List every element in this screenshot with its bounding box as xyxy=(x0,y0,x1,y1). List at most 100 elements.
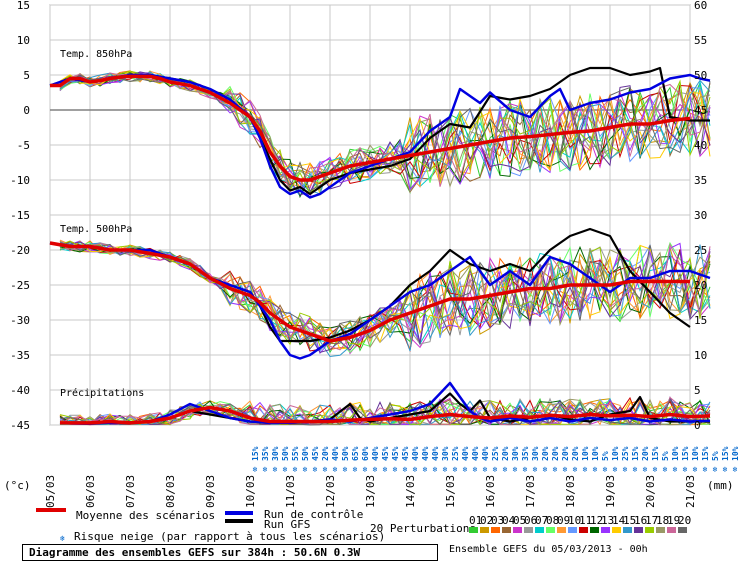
right-tick-label: 40 xyxy=(694,139,707,152)
perturb-id-label: 19 xyxy=(667,514,680,527)
snowflake-icon: ❄ xyxy=(493,465,498,474)
snowflake-icon: ❄ xyxy=(713,465,718,474)
snow-risk-value: 20% xyxy=(641,446,650,461)
perturb-swatch xyxy=(601,527,610,533)
right-tick-label: 15 xyxy=(694,314,707,327)
left-tick-label: -30 xyxy=(10,314,30,327)
snowflake-icon: ❄ xyxy=(653,465,658,474)
x-tick-label: 19/03 xyxy=(604,475,617,508)
snow-risk-value: 10% xyxy=(591,446,600,461)
snow-risk-value: 5% xyxy=(601,451,610,461)
perturb-id-label: 07 xyxy=(535,514,548,527)
snowflake-icon: ❄ xyxy=(643,465,648,474)
legend-gfs-label: Run GFS xyxy=(264,518,310,531)
snowflake-icon: ❄ xyxy=(683,465,688,474)
perturb-swatch xyxy=(667,527,676,533)
perturb-id-label: 11 xyxy=(579,514,592,527)
snowflake-icon: ❄ xyxy=(333,465,338,474)
right-tick-label: 45 xyxy=(694,104,707,117)
x-tick-label: 11/03 xyxy=(284,475,297,508)
perturb-swatch xyxy=(568,527,577,533)
snow-risk-value: 25% xyxy=(451,446,460,461)
legend-snow-label: Risque neige (par rapport à tous les scé… xyxy=(74,530,385,543)
perturb-swatch xyxy=(579,527,588,533)
perturb-id-label: 15 xyxy=(623,514,636,527)
snowflake-icon: ❄ xyxy=(723,465,728,474)
right-tick-label: 60 xyxy=(694,0,707,12)
left-tick-label: -20 xyxy=(10,244,30,257)
x-tick-label: 08/03 xyxy=(164,475,177,508)
x-tick-label: 12/03 xyxy=(324,475,337,508)
snow-risk-value: 60% xyxy=(361,446,370,461)
perturb-id-label: 16 xyxy=(634,514,647,527)
snow-risk-value: 20% xyxy=(501,446,510,461)
left-tick-label: 15 xyxy=(17,0,30,12)
right-unit-label: (mm) xyxy=(707,479,734,492)
snowflake-icon: ❄ xyxy=(413,465,418,474)
snowflake-icon: ❄ xyxy=(293,465,298,474)
snow-risk-value: 25% xyxy=(621,446,630,461)
x-tick-label: 17/03 xyxy=(524,475,537,508)
snow-risk-value: 30% xyxy=(271,446,280,461)
right-tick-label: 0 xyxy=(694,419,701,432)
legend-perturb-label: 20 Perturbations xyxy=(370,522,476,535)
snow-risk-value: 30% xyxy=(511,446,520,461)
snowflake-icon: ❄ xyxy=(303,465,308,474)
perturb-swatch xyxy=(645,527,654,533)
perturb-id-label: 08 xyxy=(546,514,559,527)
right-tick-label: 20 xyxy=(694,279,707,292)
panel-label: Précipitations xyxy=(60,387,144,399)
x-tick-label: 13/03 xyxy=(364,475,377,508)
snowflake-icon: ❄ xyxy=(403,465,408,474)
snow-risk-value: 65% xyxy=(351,446,360,461)
snow-risk-value: 45% xyxy=(391,446,400,461)
snowflake-icon: ❄ xyxy=(593,465,598,474)
snow-risk-value: 40% xyxy=(421,446,430,461)
legend: Moyenne des scénarios Run de contrôleRun … xyxy=(36,508,691,543)
snowflake-icon: ❄ xyxy=(343,465,348,474)
left-tick-label: -35 xyxy=(10,349,30,362)
snow-risk-value: 10% xyxy=(671,446,680,461)
snow-risk-value: 10% xyxy=(581,446,590,461)
snowflake-icon: ❄ xyxy=(623,465,628,474)
snowflake-icon: ❄ xyxy=(523,465,528,474)
perturb-swatch xyxy=(612,527,621,533)
main-series-lines xyxy=(49,66,711,425)
snowflake-icon: ❄ xyxy=(603,465,608,474)
perturb-swatch xyxy=(502,527,511,533)
snow-risk-value: 20% xyxy=(551,446,560,461)
mean-line xyxy=(60,405,711,425)
perturb-id-label: 04 xyxy=(502,514,516,527)
x-tick-label: 21/03 xyxy=(684,475,697,508)
perturbation-line xyxy=(59,240,711,347)
perturb-id-label: 05 xyxy=(513,514,526,527)
snow-risk-value: 40% xyxy=(471,446,480,461)
perturb-swatch xyxy=(480,527,489,533)
panel-labels: Temp. 850hPa Temp. 500hPa Précipitations xyxy=(60,49,144,399)
mean-line xyxy=(50,74,691,182)
x-tick-label: 20/03 xyxy=(644,475,657,508)
snowflake-icon: ❄ xyxy=(453,465,458,474)
perturb-id-label: 12 xyxy=(590,514,603,527)
left-tick-label: -40 xyxy=(10,384,30,397)
perturb-id-label: 18 xyxy=(656,514,669,527)
snow-risk-value: 15% xyxy=(701,446,710,461)
snow-risk-value: 30% xyxy=(441,446,450,461)
snow-risk-value: 35% xyxy=(521,446,530,461)
snow-risk-value: 55% xyxy=(291,446,300,461)
perturb-id-label: 06 xyxy=(524,514,537,527)
x-tick-label: 10/03 xyxy=(244,475,257,508)
snowflake-icon: ❄ xyxy=(663,465,668,474)
left-tick-label: 0 xyxy=(23,104,30,117)
snow-risk-value: 10% xyxy=(691,446,700,461)
x-tick-label: 15/03 xyxy=(444,475,457,508)
perturbation-line xyxy=(59,70,711,195)
snow-risk-value: 35% xyxy=(261,446,270,461)
snowflake-icon: ❄ xyxy=(443,465,448,474)
snow-risk-value: 25% xyxy=(491,446,500,461)
panel-label: Temp. 850hPa xyxy=(60,49,132,60)
snowflake-icon: ❄ xyxy=(263,465,268,474)
perturb-id-label: 09 xyxy=(557,514,570,527)
perturb-swatch xyxy=(623,527,632,533)
